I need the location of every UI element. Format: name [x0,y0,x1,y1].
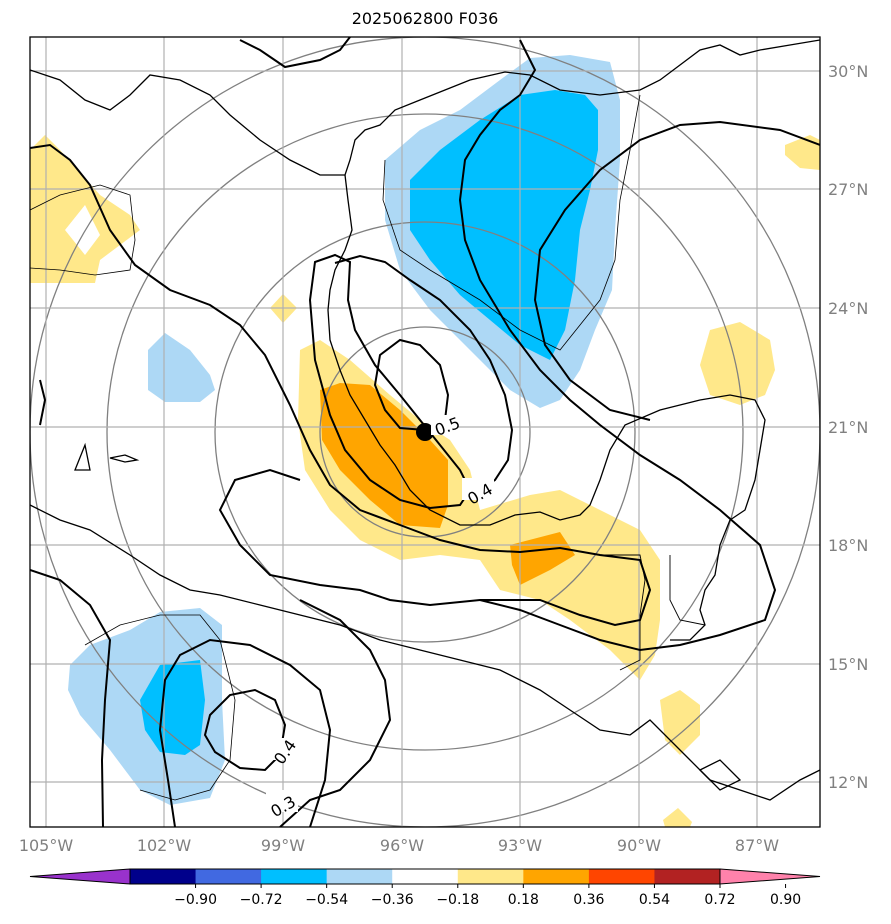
gridlines [30,37,820,827]
shade-negative-region [148,333,215,402]
label-bg [266,790,298,812]
colorbar-segment [588,869,655,884]
colorbar: −0.90 −0.72 −0.54 −0.36 −0.18 0.18 0.36 0.54 0.7… [29,868,821,908]
colorbar-frame [129,868,721,885]
shade-hole [65,205,100,255]
label-bg [266,738,296,760]
colorbar-tick-label: 0.90 [770,892,801,908]
contour-line [373,338,450,433]
plot-frame [29,36,821,828]
shaded-field [30,55,820,827]
colorbar-segment [457,869,524,884]
colorbar-segment [523,869,590,884]
range-ring [214,221,636,643]
shade-positive-region [700,322,775,405]
island-coast [698,759,742,791]
colorbar-tick-label: −0.90 [174,892,217,908]
contour-line [30,143,652,627]
colorbar-segment [261,869,328,884]
colorbar-segment [195,869,262,884]
range-rings [30,37,820,827]
state-border [84,614,236,801]
latitude-label: 15°N [828,655,868,674]
map-title: 2025062800 F036 [351,9,499,28]
label-bg [462,478,494,500]
longitude-label: 87°W [735,836,779,855]
mexico-east-coast [327,174,766,641]
contour-line [39,379,47,426]
range-ring [106,113,744,751]
latitude-label: 30°N [828,62,868,81]
colorbar-extend-high [719,868,821,885]
latitude-label: 27°N [828,180,868,199]
colorbar-segment [326,869,393,884]
colorbar-tick-label: −0.54 [305,892,348,908]
country-border [600,554,646,671]
island-coast [109,454,140,463]
colorbar-tick-label: 0.36 [573,892,604,908]
label-bg [431,415,457,435]
country-border [669,555,706,626]
contour-line [458,39,777,652]
colorbar-tick-label: 0.72 [704,892,735,908]
shade-positive-region [660,690,700,755]
state-border [30,184,136,276]
colorbar-tick-label: 0.18 [508,892,539,908]
shade-strong-negative-region [410,90,598,360]
longitude-label: 102°W [137,836,192,855]
shade-strong-positive-region [320,383,448,528]
colorbar-tick-label: −0.36 [371,892,414,908]
colorbar-segment [654,869,721,884]
contour-line [279,599,392,827]
shade-strong-negative-region [140,660,205,755]
state-border [382,94,641,351]
latitude-label: 21°N [828,418,868,437]
longitude-label: 105°W [19,836,74,855]
latitude-label: 18°N [828,536,868,555]
storm-center-marker [416,423,434,441]
longitude-label: 99°W [261,836,305,855]
contour-lines [30,37,820,827]
latitude-label: 12°N [828,773,868,792]
shade-positive-region [663,808,692,827]
longitude-label: 90°W [617,836,661,855]
contour-line [158,638,332,827]
longitude-label: 93°W [498,836,542,855]
colorbar-tick-label: 0.54 [639,892,670,908]
latitude-labels: 30°N 27°N 24°N 21°N 18°N 15°N 12°N [828,62,868,792]
colorbar-tick-label: −0.72 [240,892,283,908]
gulf-coastline [30,39,820,176]
longitude-label: 96°W [380,836,424,855]
colorbar-extend-low [29,868,131,885]
range-ring [319,326,531,538]
colorbar-segment [392,869,459,884]
colorbar-tick-label: −0.18 [436,892,479,908]
colorbar-segment [130,869,197,884]
contour-line [334,254,514,496]
shade-positive-region [785,135,820,170]
contour-line [533,120,820,421]
contour-line [30,569,112,827]
longitude-labels: 105°W 102°W 99°W 96°W 93°W 90°W 87°W [19,836,779,855]
coastlines [30,39,820,801]
island-coast [74,442,91,471]
latitude-label: 24°N [828,299,868,318]
contour-line [239,37,351,69]
